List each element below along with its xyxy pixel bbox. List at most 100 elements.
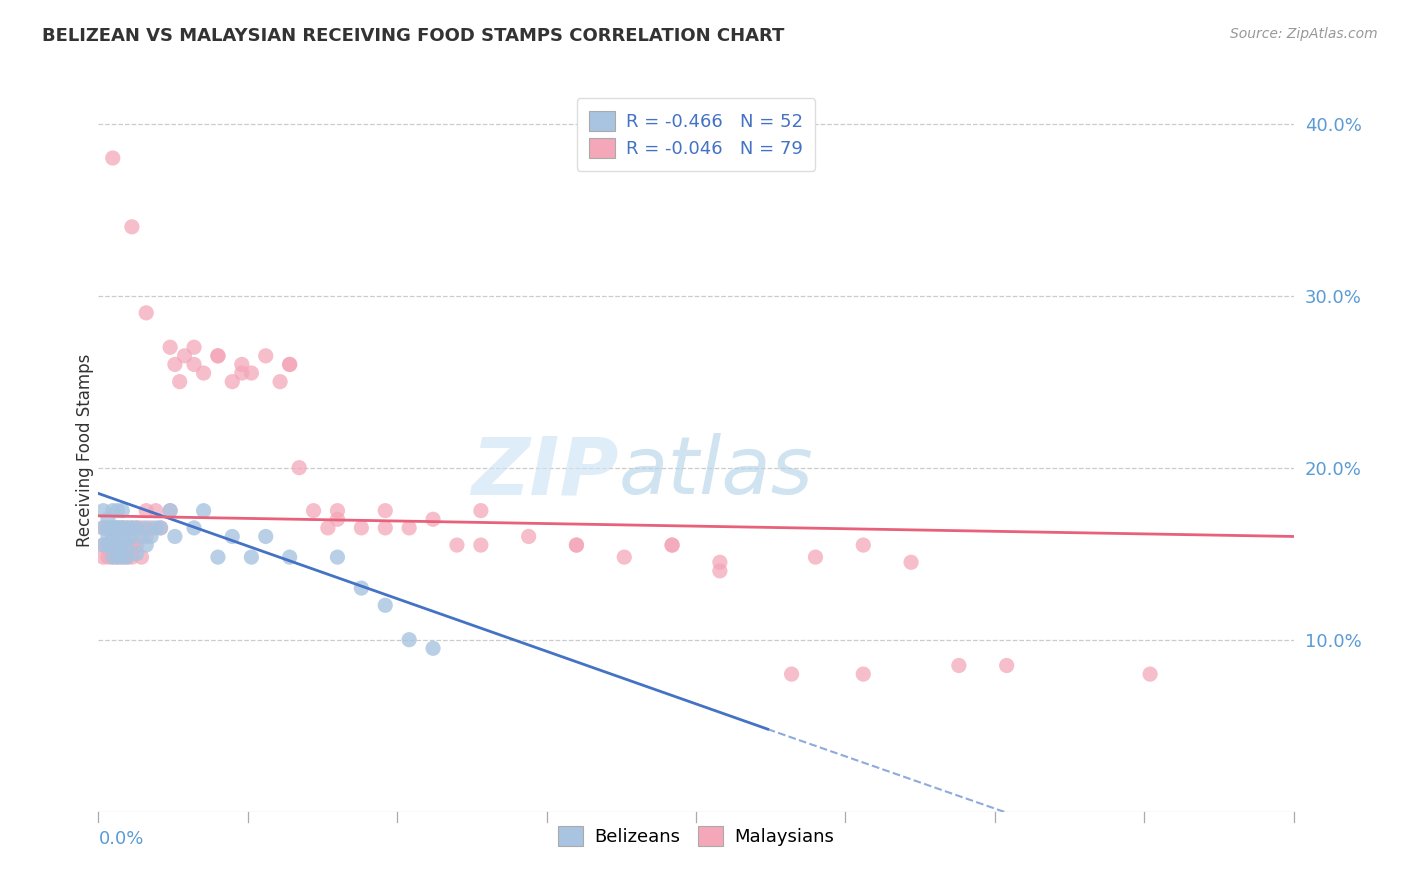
Point <box>183 340 205 354</box>
Point <box>135 538 157 552</box>
Point <box>125 538 148 552</box>
Point <box>101 550 124 565</box>
Point <box>107 538 129 552</box>
Point <box>91 521 114 535</box>
Point <box>121 550 143 565</box>
Point <box>149 521 172 535</box>
Point <box>115 529 138 543</box>
Point <box>111 538 134 552</box>
Point <box>193 503 215 517</box>
Point <box>159 503 181 517</box>
Point <box>852 667 875 681</box>
Point <box>131 521 153 535</box>
Point <box>107 521 129 535</box>
Point <box>948 658 970 673</box>
Point <box>221 529 243 543</box>
Point <box>173 349 195 363</box>
Point <box>107 521 129 535</box>
Point <box>125 521 148 535</box>
Point <box>107 521 129 535</box>
Point <box>231 366 253 380</box>
Point <box>145 503 167 517</box>
Point <box>149 521 172 535</box>
Point <box>374 521 396 535</box>
Point <box>111 550 134 565</box>
Point <box>115 550 138 565</box>
Point <box>101 538 124 552</box>
Text: Source: ZipAtlas.com: Source: ZipAtlas.com <box>1230 27 1378 41</box>
Point <box>111 521 134 535</box>
Point <box>121 538 143 552</box>
Text: BELIZEAN VS MALAYSIAN RECEIVING FOOD STAMPS CORRELATION CHART: BELIZEAN VS MALAYSIAN RECEIVING FOOD STA… <box>42 27 785 45</box>
Point <box>91 538 114 552</box>
Point <box>111 529 134 543</box>
Point <box>111 521 134 535</box>
Text: 0.0%: 0.0% <box>98 830 143 847</box>
Point <box>193 366 215 380</box>
Point <box>135 529 157 543</box>
Point <box>900 555 922 569</box>
Point <box>135 521 157 535</box>
Point <box>115 521 138 535</box>
Point <box>422 641 444 656</box>
Point <box>115 521 138 535</box>
Point <box>139 529 162 543</box>
Point <box>163 358 186 372</box>
Point <box>97 529 120 543</box>
Point <box>398 632 420 647</box>
Point <box>470 503 492 517</box>
Point <box>613 550 636 565</box>
Point <box>107 503 129 517</box>
Point <box>398 521 420 535</box>
Point <box>240 550 263 565</box>
Point <box>101 529 124 543</box>
Point <box>316 521 339 535</box>
Point <box>139 521 162 535</box>
Point <box>470 538 492 552</box>
Point <box>111 538 134 552</box>
Point <box>111 521 134 535</box>
Y-axis label: Receiving Food Stamps: Receiving Food Stamps <box>76 354 94 547</box>
Point <box>221 375 243 389</box>
Point <box>278 550 301 565</box>
Point <box>91 503 114 517</box>
Point <box>852 538 875 552</box>
Point <box>995 658 1018 673</box>
Point <box>111 503 134 517</box>
Point <box>326 512 349 526</box>
Point <box>288 460 311 475</box>
Point <box>302 503 325 517</box>
Point <box>101 550 124 565</box>
Point <box>91 538 114 552</box>
Point <box>145 521 167 535</box>
Point <box>97 550 120 565</box>
Point <box>278 358 301 372</box>
Point <box>125 521 148 535</box>
Point <box>107 550 129 565</box>
Point <box>97 538 120 552</box>
Point <box>111 550 134 565</box>
Point <box>804 550 827 565</box>
Point <box>91 550 114 565</box>
Point <box>517 529 540 543</box>
Point <box>254 349 277 363</box>
Point <box>121 219 143 234</box>
Point <box>661 538 683 552</box>
Point <box>91 521 114 535</box>
Point <box>121 529 143 543</box>
Point <box>350 521 373 535</box>
Point <box>131 529 153 543</box>
Point <box>169 375 191 389</box>
Point <box>240 366 263 380</box>
Point <box>183 521 205 535</box>
Point <box>131 550 153 565</box>
Legend: Belizeans, Malaysians: Belizeans, Malaysians <box>551 819 841 854</box>
Point <box>101 529 124 543</box>
Point <box>326 503 349 517</box>
Point <box>278 358 301 372</box>
Point <box>661 538 683 552</box>
Point <box>115 550 138 565</box>
Point <box>101 521 124 535</box>
Point <box>207 550 229 565</box>
Point <box>446 538 468 552</box>
